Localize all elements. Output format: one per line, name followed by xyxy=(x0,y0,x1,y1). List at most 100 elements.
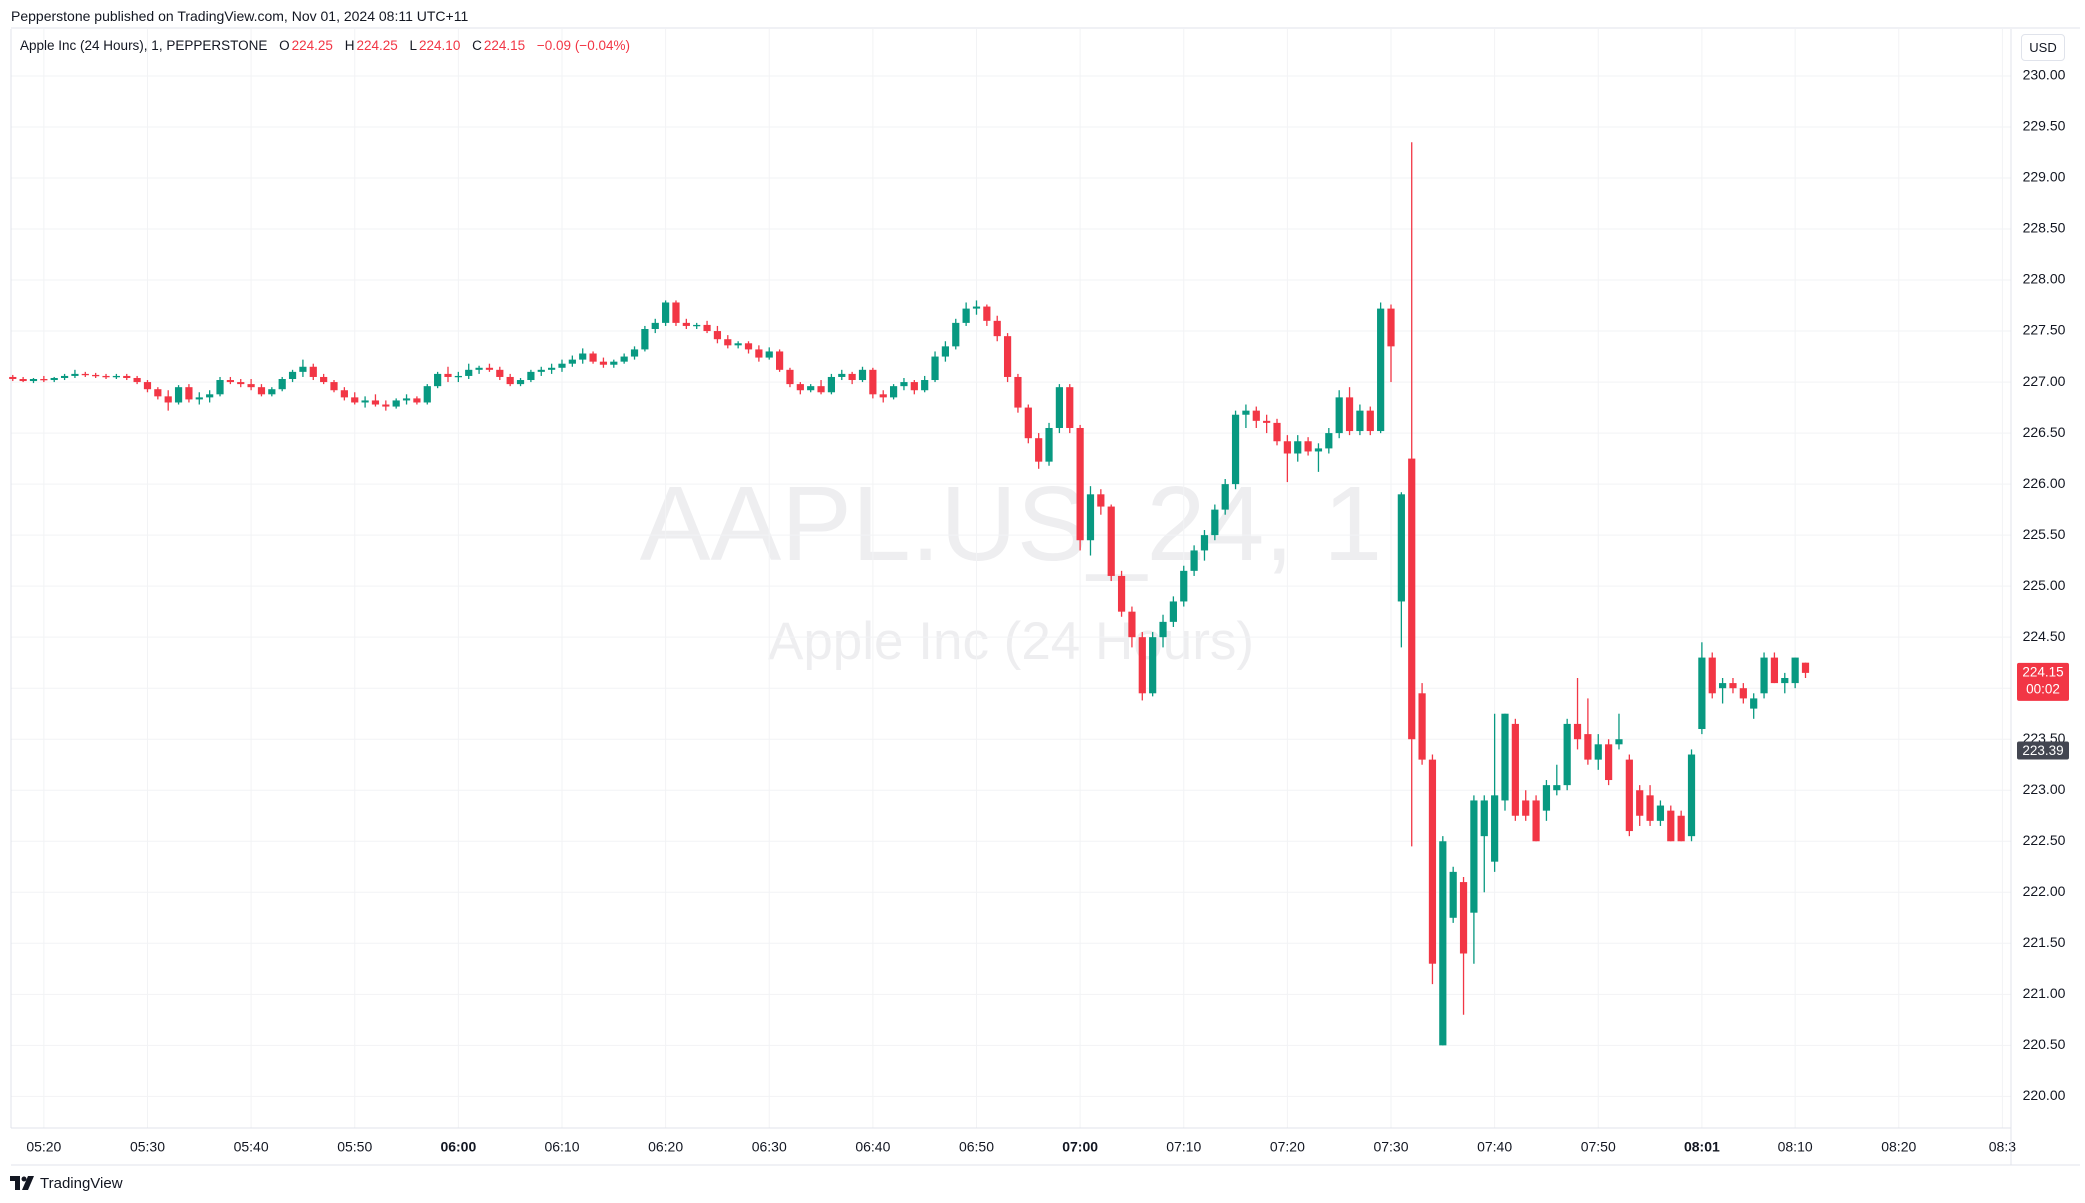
logo xyxy=(10,1176,34,1190)
candle-body xyxy=(952,322,960,347)
y-tick-label: 221.00 xyxy=(2023,985,2066,1001)
candle-body xyxy=(1387,308,1395,347)
candle-body xyxy=(641,329,649,350)
x-tick-label: 06:00 xyxy=(440,1139,476,1155)
candle-body xyxy=(1377,308,1385,432)
countdown: 00:02 xyxy=(2026,681,2060,696)
candle-body xyxy=(143,382,152,390)
y-tick-label: 222.00 xyxy=(2023,883,2066,899)
candle-body xyxy=(889,386,898,398)
candle-body xyxy=(1698,657,1706,730)
candle-body xyxy=(506,376,514,385)
candle-body xyxy=(827,376,836,393)
candle-body xyxy=(1304,441,1312,452)
candle-body xyxy=(185,387,193,400)
candle-body xyxy=(744,343,753,350)
ohlc-value: 224.25 xyxy=(356,38,398,53)
y-tick-label: 220.00 xyxy=(2023,1087,2066,1103)
candle-body xyxy=(1345,397,1354,432)
footer[interactable]: TradingView xyxy=(10,1172,123,1194)
candle-body xyxy=(1470,800,1478,913)
candle-body xyxy=(351,397,359,403)
candle-body xyxy=(548,367,556,370)
x-tick-label: 08:01 xyxy=(1684,1139,1720,1155)
candle-body xyxy=(1687,754,1696,837)
ohlc-label: H xyxy=(344,38,355,53)
y-tick-label: 221.50 xyxy=(2023,934,2066,950)
candle-body xyxy=(879,394,887,398)
x-tick-label: 05:20 xyxy=(26,1139,61,1155)
candle-body xyxy=(1263,420,1271,423)
currency-button[interactable]: USD xyxy=(2021,34,2065,61)
candle-body xyxy=(848,373,856,381)
candle-body xyxy=(1294,441,1302,454)
candle-body xyxy=(1449,871,1457,918)
candle-body xyxy=(993,320,1001,337)
candle-body xyxy=(268,389,276,395)
x-tick-label: 07:30 xyxy=(1373,1139,1408,1155)
candle-body xyxy=(257,387,266,395)
candle-body xyxy=(1573,723,1582,740)
candle-body xyxy=(434,373,442,387)
candle-body xyxy=(154,389,162,397)
candle-body xyxy=(858,369,867,381)
candle-body xyxy=(102,375,110,378)
x-tick-label: 07:40 xyxy=(1477,1139,1512,1155)
x-tick-label: 05:40 xyxy=(234,1139,269,1155)
candle-body xyxy=(288,371,297,380)
candle-body xyxy=(786,369,794,385)
symbol[interactable]: Apple Inc (24 Hours), 1, PEPPERSTONE xyxy=(20,38,268,53)
candle-body xyxy=(1563,723,1571,786)
candle-body xyxy=(1791,657,1799,684)
candle-body xyxy=(1211,509,1219,536)
candle-body xyxy=(1066,387,1074,428)
candle-body xyxy=(195,397,203,400)
x-tick-label: 08:20 xyxy=(1881,1139,1916,1155)
ohlc-label: L xyxy=(409,38,418,53)
candle-body xyxy=(1480,800,1488,837)
candle-body xyxy=(1491,795,1499,862)
candle-body xyxy=(1086,494,1095,541)
candle-body xyxy=(1107,506,1115,576)
legend: Apple Inc (24 Hours), 1, PEPPERSTONE O 22… xyxy=(20,38,638,53)
candle-body xyxy=(1501,713,1509,801)
candle-body xyxy=(1138,637,1146,694)
candle-body xyxy=(1667,810,1675,842)
candle-body xyxy=(1003,336,1012,377)
candle-body xyxy=(558,363,566,368)
y-tick-label: 220.50 xyxy=(2023,1036,2066,1052)
candle-body xyxy=(1283,441,1291,454)
candle-body xyxy=(1677,815,1685,842)
candle-body xyxy=(672,302,680,323)
candle-body xyxy=(9,376,17,380)
candle-body xyxy=(133,377,141,383)
change: −0.09 (−0.04%) xyxy=(536,38,630,53)
candle-body xyxy=(620,356,628,362)
x-tick-label: 07:50 xyxy=(1581,1139,1616,1155)
ohlc-value: 224.25 xyxy=(291,38,333,53)
candle-body xyxy=(1750,698,1758,709)
y-tick-label: 224.50 xyxy=(2023,628,2066,644)
candle-body xyxy=(807,386,815,391)
x-tick-label: 05:30 xyxy=(130,1139,165,1155)
candle-body xyxy=(40,379,48,381)
candle-body xyxy=(1231,414,1240,485)
candle-body xyxy=(776,351,784,370)
candle-body xyxy=(1553,785,1561,791)
candle-body xyxy=(309,366,317,377)
candle-body xyxy=(1242,410,1250,415)
candle-body xyxy=(1035,438,1043,462)
candle-body xyxy=(1252,410,1260,421)
candle-body xyxy=(206,394,214,398)
candle-body xyxy=(734,343,742,346)
candle-body xyxy=(568,359,576,364)
candle-body xyxy=(444,373,452,377)
candle-body xyxy=(1356,410,1364,432)
candle-body xyxy=(247,384,255,388)
candle-body xyxy=(1273,422,1281,442)
candle-body xyxy=(371,400,380,405)
candle-body xyxy=(1770,657,1779,684)
candle-body xyxy=(1511,723,1519,816)
